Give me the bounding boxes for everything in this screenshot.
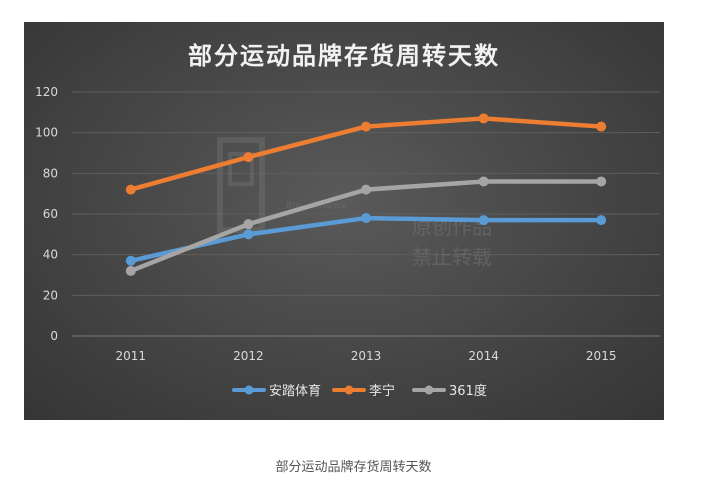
- watermark-line2: 禁止转载: [412, 245, 492, 269]
- data-point: [125, 184, 136, 195]
- watermark-logo: Bro... Finance 原创作品 禁止转载: [217, 137, 492, 269]
- legend-item: 李宁: [332, 383, 395, 399]
- data-point: [478, 176, 489, 187]
- legend-label: 李宁: [369, 383, 395, 399]
- data-point: [361, 121, 371, 132]
- x-tick-label: 2014: [468, 349, 499, 363]
- x-tick-label: 2015: [586, 349, 617, 363]
- y-tick-label: 60: [43, 207, 58, 221]
- y-tick-label: 100: [35, 126, 58, 140]
- data-point: [596, 121, 607, 132]
- series: [125, 213, 607, 266]
- data-point: [361, 213, 371, 224]
- y-tick-label: 0: [50, 329, 58, 343]
- legend-item: 安踏体育: [232, 383, 321, 399]
- chart-panel: 部分运动品牌存货周转天数 Bro... Finance 原创作品 禁止转载 0 2…: [24, 22, 664, 420]
- x-tick-label: 2011: [116, 349, 147, 363]
- y-tick-label: 40: [43, 248, 58, 262]
- data-point: [596, 215, 607, 226]
- data-point: [361, 184, 371, 195]
- line-chart: 部分运动品牌存货周转天数 Bro... Finance 原创作品 禁止转载 0 2…: [35, 42, 660, 399]
- chart-title: 部分运动品牌存货周转天数: [188, 42, 500, 70]
- legend: 安踏体育 李宁 361度: [232, 383, 487, 399]
- data-point: [478, 113, 489, 124]
- y-tick-label: 80: [43, 166, 58, 180]
- series: [125, 176, 607, 276]
- data-point: [243, 219, 254, 230]
- y-tick-label: 120: [35, 85, 58, 99]
- y-tick-label: 20: [43, 288, 58, 302]
- x-tick-label: 2013: [351, 349, 382, 363]
- data-point: [125, 265, 136, 276]
- series: [125, 113, 607, 195]
- data-point: [478, 215, 489, 226]
- series-line: [128, 179, 604, 274]
- legend-swatch-marker: [424, 385, 434, 395]
- data-point: [596, 176, 607, 187]
- y-axis: 0 20 40 60 80 100 120: [35, 85, 58, 343]
- legend-item: 361度: [412, 383, 487, 399]
- legend-swatch-marker: [244, 385, 254, 395]
- data-point: [125, 255, 136, 266]
- series-layer: [125, 113, 607, 276]
- legend-label: 361度: [449, 383, 487, 399]
- legend-swatch-marker: [344, 385, 354, 395]
- x-tick-label: 2012: [233, 349, 264, 363]
- data-point: [243, 152, 254, 163]
- legend-label: 安踏体育: [269, 383, 321, 399]
- data-point: [243, 229, 254, 240]
- x-axis: 2011 2012 2013 2014 2015: [116, 349, 617, 363]
- figure-caption: 部分运动品牌存货周转天数: [275, 460, 432, 475]
